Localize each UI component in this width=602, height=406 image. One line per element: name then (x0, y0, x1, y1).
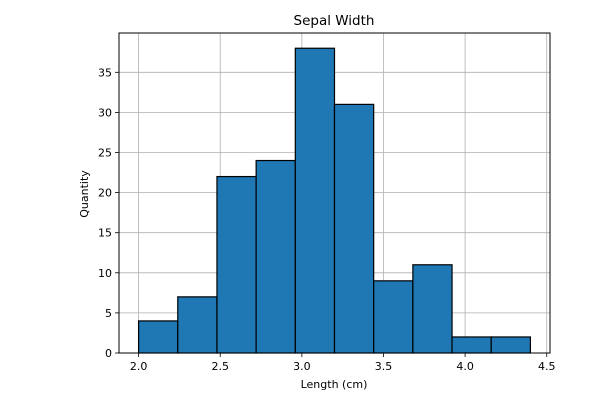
histogram-bar (412, 264, 453, 354)
y-tick-label: 30 (98, 106, 112, 119)
histogram-bar (451, 336, 492, 354)
x-tick-label: 4.0 (456, 360, 474, 373)
y-tick-label: 35 (98, 66, 112, 79)
histogram-bar (490, 336, 532, 354)
x-tick-label: 3.0 (293, 360, 311, 373)
ticks: 2.0 2.5 3.0 3.5 4.0 4.5 0 5 10 15 20 25 30 35 (98, 66, 555, 373)
y-tick-label: 25 (98, 146, 112, 159)
x-tick-label: 2.0 (130, 360, 148, 373)
y-tick-label: 20 (98, 187, 112, 200)
histogram-bar (177, 296, 218, 354)
chart-title: Sepal Width (294, 13, 375, 29)
histogram-bar (373, 280, 414, 354)
bars (137, 47, 532, 354)
axes (118, 32, 551, 354)
x-tick-label: 3.5 (375, 360, 393, 373)
histogram-bar (137, 320, 179, 354)
y-tick-label: 10 (98, 267, 112, 280)
y-tick-label: 0 (105, 347, 112, 360)
x-tick-label: 2.5 (211, 360, 229, 373)
histogram-bar (216, 175, 257, 354)
histogram-bar (294, 47, 336, 354)
plot-frame (118, 32, 551, 354)
x-tick-label: 4.5 (538, 360, 556, 373)
histogram-bar (255, 159, 296, 354)
x-axis-label: Length (cm) (301, 378, 368, 391)
y-tick-label: 5 (105, 307, 112, 320)
y-tick-label: 15 (98, 227, 112, 240)
y-axis-label: Quantity (78, 170, 91, 218)
histogram-bar (333, 103, 375, 354)
